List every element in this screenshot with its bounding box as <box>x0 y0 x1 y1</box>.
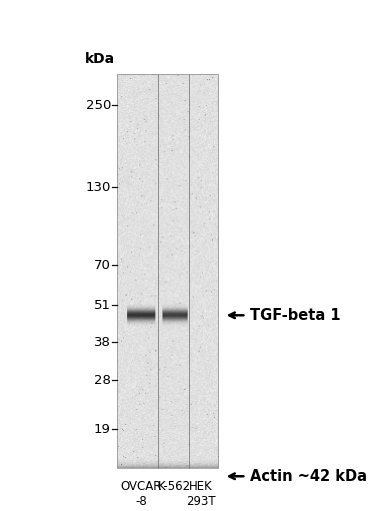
Bar <box>117 74 218 468</box>
Text: K-562: K-562 <box>158 480 191 493</box>
Text: 38: 38 <box>94 336 111 349</box>
Text: 28: 28 <box>94 374 111 387</box>
Text: TGF-beta 1: TGF-beta 1 <box>250 308 341 323</box>
Text: 130: 130 <box>86 181 111 194</box>
Text: Actin ~42 kDa: Actin ~42 kDa <box>250 469 367 484</box>
Text: 19: 19 <box>94 423 111 436</box>
Text: 70: 70 <box>94 259 111 272</box>
Text: HEK
293T: HEK 293T <box>186 480 216 508</box>
Text: OVCAR
-8: OVCAR -8 <box>120 480 162 508</box>
Text: 250: 250 <box>86 99 111 111</box>
Text: 51: 51 <box>94 298 111 312</box>
Text: kDa: kDa <box>85 53 115 66</box>
